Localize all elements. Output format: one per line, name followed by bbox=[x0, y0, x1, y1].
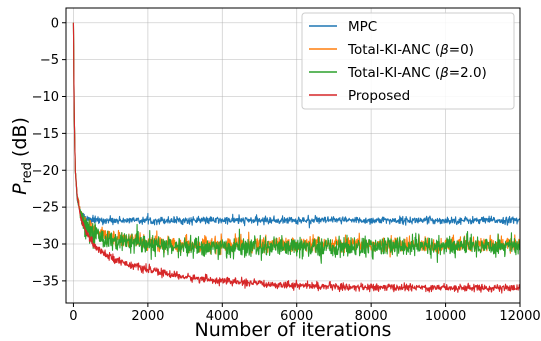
legend-item-mpc: MPC bbox=[309, 19, 377, 35]
legend-frame bbox=[301, 12, 515, 110]
legend-item-total-ki-anc-beta-0: Total-KI-ANC (β=0) bbox=[309, 42, 474, 58]
y-tick-label: −15 bbox=[32, 127, 59, 142]
y-tick-label: −20 bbox=[32, 164, 59, 179]
legend-label: Total-KI-ANC (β=0) bbox=[347, 42, 474, 58]
legend-item-total-ki-anc-beta-2: Total-KI-ANC (β=2.0) bbox=[309, 65, 487, 81]
legend-label: Total-KI-ANC (β=2.0) bbox=[347, 65, 487, 81]
x-tick-label: 0 bbox=[69, 309, 77, 324]
y-tick-label: −10 bbox=[32, 90, 59, 105]
y-axis-label: Pred (dB) bbox=[9, 117, 35, 195]
y-tick-label: −25 bbox=[32, 201, 59, 216]
series-line-3 bbox=[72, 22, 520, 294]
x-tick-label: 12000 bbox=[499, 309, 540, 324]
x-axis-label: Number of iterations bbox=[195, 319, 392, 341]
series-line-0 bbox=[72, 22, 520, 229]
x-tick-label: 4000 bbox=[206, 309, 239, 324]
series-line-2 bbox=[72, 22, 520, 264]
series-layer bbox=[72, 22, 520, 294]
y-axis-label-unit: (dB) bbox=[9, 117, 31, 157]
x-tick-label: 6000 bbox=[280, 309, 313, 324]
y-axis-label-subscript: red bbox=[20, 162, 35, 183]
y-axis-label-symbol: P bbox=[9, 183, 31, 195]
ticks: 0 2000 4000 6000 8000 10000 12000 0 −5 −10 −15 −20 −… bbox=[32, 16, 541, 324]
y-tick-label: −5 bbox=[40, 53, 59, 68]
legend-item-proposed: Proposed bbox=[309, 88, 410, 104]
y-tick-label: −35 bbox=[32, 274, 59, 289]
legend-label: MPC bbox=[348, 19, 377, 35]
plot-frame bbox=[65, 7, 521, 304]
x-tick-label: 10000 bbox=[425, 309, 466, 324]
y-tick-label: −30 bbox=[32, 238, 59, 253]
x-tick-label: 8000 bbox=[355, 309, 388, 324]
legend-label: Proposed bbox=[348, 88, 410, 104]
y-tick-label: 0 bbox=[51, 16, 59, 31]
x-tick-label: 2000 bbox=[131, 309, 164, 324]
legend: MPC Total-KI-ANC (β=0) Total-KI-ANC (β=2… bbox=[301, 12, 515, 110]
